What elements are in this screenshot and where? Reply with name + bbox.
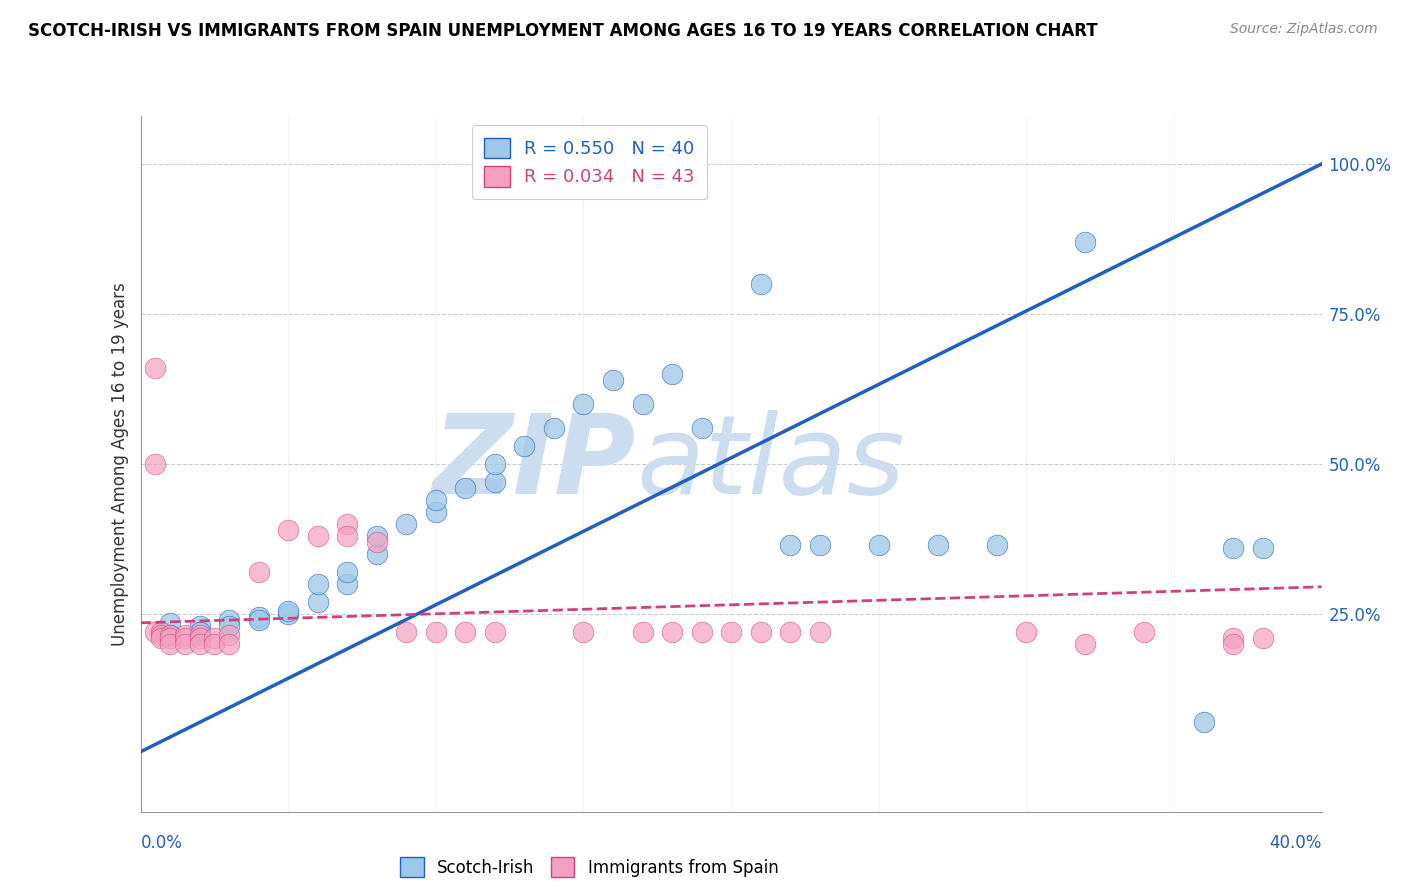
Point	[307, 529, 329, 543]
Point	[779, 624, 801, 639]
Point	[336, 529, 359, 543]
Point	[159, 628, 181, 642]
Text: SCOTCH-IRISH VS IMMIGRANTS FROM SPAIN UNEMPLOYMENT AMONG AGES 16 TO 19 YEARS COR: SCOTCH-IRISH VS IMMIGRANTS FROM SPAIN UN…	[28, 22, 1098, 40]
Point	[202, 637, 225, 651]
Point	[1133, 624, 1156, 639]
Point	[145, 457, 166, 471]
Point	[218, 613, 240, 627]
Point	[188, 628, 211, 642]
Point	[336, 576, 359, 591]
Point	[749, 624, 772, 639]
Point	[749, 277, 772, 291]
Point	[631, 624, 654, 639]
Point	[425, 505, 447, 519]
Point	[247, 565, 270, 579]
Point	[145, 624, 166, 639]
Point	[808, 538, 831, 552]
Point	[159, 615, 181, 630]
Point	[1251, 631, 1274, 645]
Point	[188, 631, 211, 645]
Point	[218, 628, 240, 642]
Point	[572, 624, 595, 639]
Point	[425, 492, 447, 507]
Legend: R = 0.550   N = 40, R = 0.034   N = 43: R = 0.550 N = 40, R = 0.034 N = 43	[471, 125, 707, 199]
Point	[1222, 637, 1244, 651]
Point	[218, 637, 240, 651]
Point	[602, 373, 624, 387]
Point	[690, 421, 713, 435]
Point	[150, 624, 173, 639]
Point	[1015, 624, 1038, 639]
Point	[661, 624, 683, 639]
Point	[484, 475, 506, 489]
Point	[1222, 631, 1244, 645]
Point	[1251, 541, 1274, 555]
Point	[336, 565, 359, 579]
Point	[174, 631, 197, 645]
Point	[868, 538, 890, 552]
Point	[631, 397, 654, 411]
Point	[454, 624, 477, 639]
Point	[1192, 714, 1215, 729]
Point	[277, 607, 299, 621]
Point	[218, 619, 240, 633]
Point	[159, 631, 181, 645]
Point	[1074, 235, 1097, 249]
Point	[808, 624, 831, 639]
Point	[366, 547, 388, 561]
Point	[395, 516, 418, 531]
Point	[690, 624, 713, 639]
Point	[366, 534, 388, 549]
Text: 0.0%: 0.0%	[141, 834, 183, 852]
Point	[202, 631, 225, 645]
Point	[159, 637, 181, 651]
Point	[174, 637, 197, 651]
Point	[484, 457, 506, 471]
Text: atlas: atlas	[637, 410, 905, 517]
Point	[277, 523, 299, 537]
Point	[425, 624, 447, 639]
Point	[986, 538, 1008, 552]
Point	[366, 529, 388, 543]
Point	[188, 619, 211, 633]
Point	[779, 538, 801, 552]
Text: ZIP: ZIP	[433, 410, 637, 517]
Point	[174, 628, 197, 642]
Point	[395, 624, 418, 639]
Point	[188, 624, 211, 639]
Point	[720, 624, 742, 639]
Text: Source: ZipAtlas.com: Source: ZipAtlas.com	[1230, 22, 1378, 37]
Point	[661, 367, 683, 381]
Point	[150, 628, 173, 642]
Point	[188, 637, 211, 651]
Point	[188, 624, 211, 639]
Point	[454, 481, 477, 495]
Point	[145, 360, 166, 375]
Point	[336, 516, 359, 531]
Point	[1074, 637, 1097, 651]
Point	[150, 631, 173, 645]
Point	[484, 624, 506, 639]
Point	[572, 397, 595, 411]
Point	[247, 609, 270, 624]
Point	[307, 576, 329, 591]
Point	[543, 421, 565, 435]
Point	[307, 595, 329, 609]
Text: 40.0%: 40.0%	[1270, 834, 1322, 852]
Point	[247, 613, 270, 627]
Point	[1222, 541, 1244, 555]
Point	[159, 628, 181, 642]
Point	[927, 538, 949, 552]
Point	[513, 439, 536, 453]
Y-axis label: Unemployment Among Ages 16 to 19 years: Unemployment Among Ages 16 to 19 years	[111, 282, 129, 646]
Point	[277, 604, 299, 618]
